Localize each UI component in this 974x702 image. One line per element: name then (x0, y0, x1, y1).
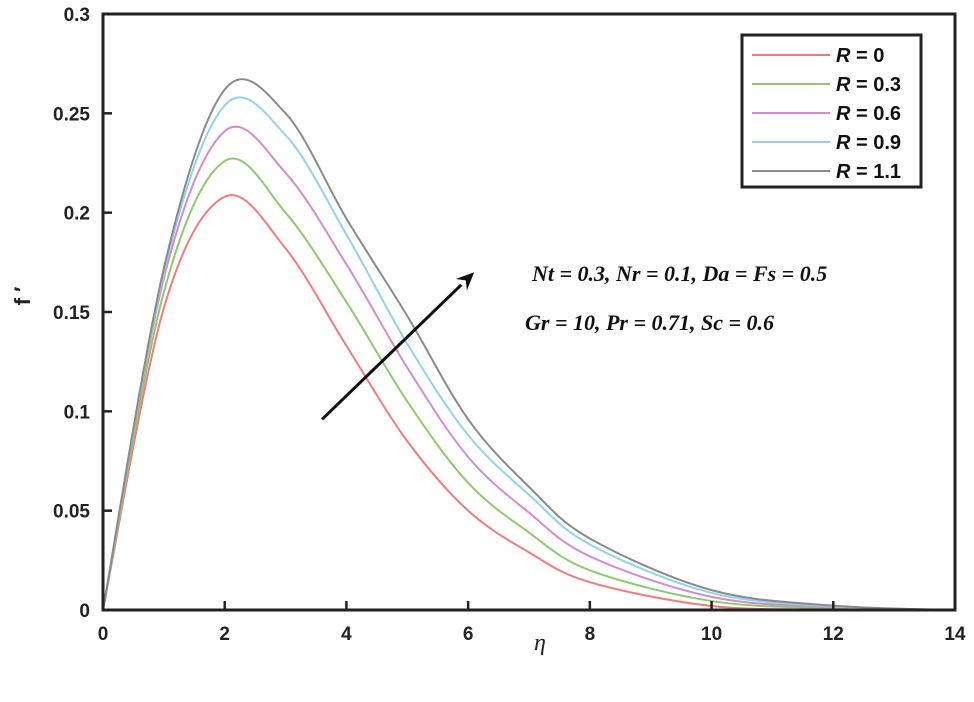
x-tick-label: 6 (463, 624, 474, 645)
y-tick-label: 0.05 (53, 502, 90, 523)
series-line-0 (102, 194, 956, 611)
series-line-2 (102, 125, 956, 611)
legend-label-0: R = 0 (836, 45, 884, 67)
series-line-1 (102, 157, 956, 611)
x-tick-label: 0 (98, 624, 109, 645)
series-line-4 (102, 78, 956, 611)
annotation-parameters-line1: Nt = 0.3, Nr = 0.1, Da = Fs = 0.5 (531, 261, 827, 286)
legend-label-1: R = 0.3 (836, 74, 901, 96)
y-tick-label: 0.2 (64, 204, 90, 225)
legend-box (740, 33, 923, 189)
y-tick-label: 0.25 (53, 104, 90, 125)
legend-label-2: R = 0.6 (836, 103, 901, 125)
x-tick-label: 4 (341, 624, 352, 645)
annotation-parameters-line2: Gr = 10, Pr = 0.71, Sc = 0.6 (525, 310, 774, 335)
legend-label-4: R = 1.1 (836, 161, 901, 183)
data-series-group (102, 78, 956, 611)
x-axis-ticks: 0 2 4 6 8 10 12 14 (98, 601, 966, 645)
y-tick-label: 0.1 (64, 402, 91, 423)
trend-arrow-icon (321, 272, 475, 421)
y-tick-label: 0.3 (64, 5, 90, 26)
series-line-3 (102, 96, 956, 611)
y-tick-label: 0 (79, 601, 90, 622)
x-axis-label: η (534, 630, 546, 656)
x-tick-label: 12 (823, 624, 844, 645)
legend: R = 0 R = 0.3 R = 0.6 R = 0.9 R = 1.1 (740, 33, 923, 189)
y-axis-ticks: 0 0.05 0.1 0.15 0.2 0.25 0.3 (53, 5, 112, 622)
legend-label-3: R = 0.9 (836, 132, 901, 154)
y-tick-label: 0.15 (53, 303, 90, 324)
y-axis-label: f ′ (10, 287, 35, 306)
x-tick-label: 2 (219, 624, 230, 645)
x-tick-label: 8 (585, 624, 596, 645)
x-tick-label: 10 (701, 624, 722, 645)
x-tick-label: 14 (944, 624, 966, 645)
